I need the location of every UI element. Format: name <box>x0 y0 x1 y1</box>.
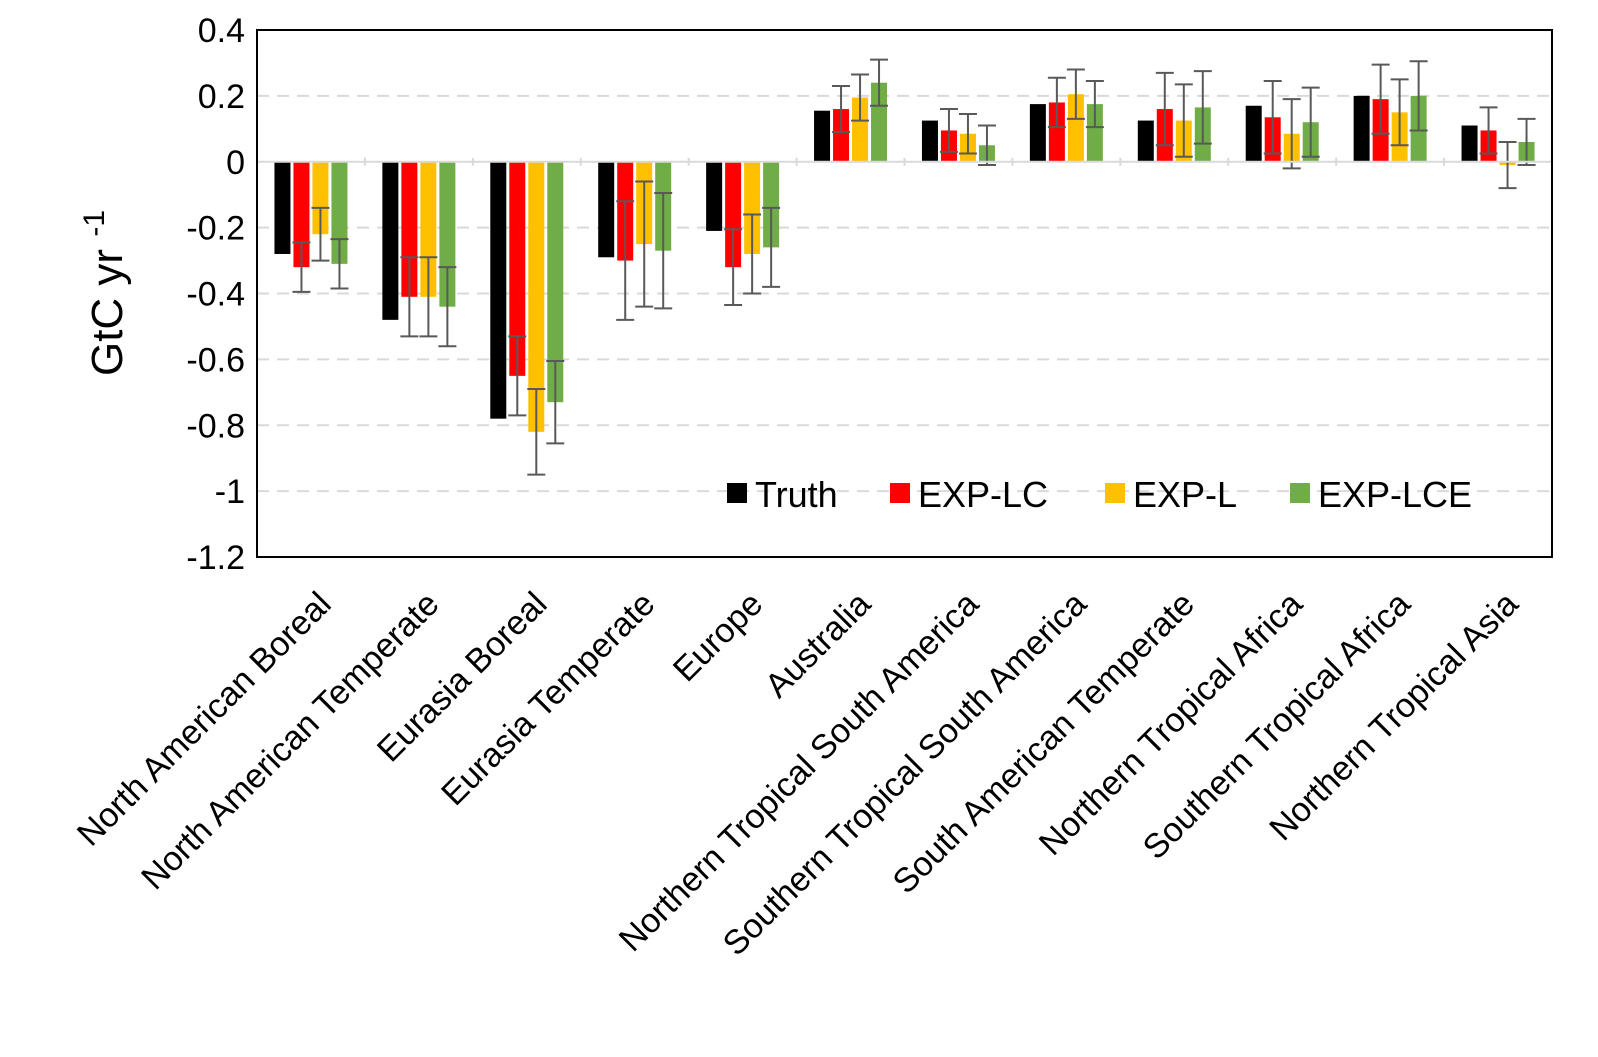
y-axis-label-superscript: -1 <box>78 210 111 237</box>
x-category-label: Eurasia Temperate <box>434 585 662 813</box>
bar-truth <box>274 161 291 254</box>
bar-truth <box>1353 95 1370 162</box>
y-tick-label: 0.2 <box>198 78 245 116</box>
legend: Truth EXP-LC EXP-L EXP-LCE <box>727 474 1472 515</box>
legend-label: EXP-LCE <box>1318 474 1472 515</box>
bar-truth <box>921 120 938 162</box>
y-tick-label: 0 <box>226 144 245 182</box>
legend-label: EXP-LC <box>918 474 1048 515</box>
legend-swatch <box>727 483 747 503</box>
bar-exp-lc <box>833 109 850 162</box>
plot-frame <box>256 29 1553 558</box>
bar-exp-lc <box>1048 102 1065 162</box>
bar-truth <box>814 110 831 162</box>
y-axis-label: GtC yr -1 <box>78 210 132 376</box>
bar-exp-lce <box>439 161 456 307</box>
legend-swatch <box>890 483 910 503</box>
y-tick-labels: 0.4 0.2 0 -0.2 -0.4 -0.6 -0.8 -1 -1.2 <box>186 12 245 577</box>
bar-exp-lce <box>547 161 564 403</box>
bar-exp-l <box>744 161 761 254</box>
y-tick-label: 0.4 <box>198 12 245 50</box>
bar-exp-l <box>852 97 869 162</box>
y-tick-label: -1.2 <box>186 539 245 577</box>
bar-truth <box>706 161 723 231</box>
axes <box>256 29 1553 558</box>
y-tick-label: -1 <box>215 473 245 511</box>
y-tick-label: -0.6 <box>186 341 245 379</box>
bar-truth <box>1137 120 1154 162</box>
bar-truth <box>1029 104 1046 162</box>
bar-exp-lce <box>763 161 780 248</box>
bar-truth <box>490 161 507 419</box>
error-bars <box>292 58 1536 476</box>
bar-exp-l <box>420 161 437 297</box>
bar-exp-lce <box>871 82 888 162</box>
bar-truth <box>1461 125 1478 162</box>
y-tick-label: -0.4 <box>186 276 245 314</box>
bar-exp-lc <box>401 161 418 297</box>
bar-exp-lc <box>293 161 310 268</box>
bar-exp-l <box>312 161 329 235</box>
y-tick-label: -0.2 <box>186 210 245 248</box>
bar-truth <box>1245 105 1262 162</box>
bar-exp-l <box>1067 94 1084 162</box>
bars <box>274 82 1535 432</box>
bar-truth <box>598 161 615 258</box>
bar-exp-lc <box>509 161 526 376</box>
legend-swatch <box>1290 483 1310 503</box>
y-axis-label-main: GtC yr <box>83 249 132 376</box>
legend-swatch <box>1105 483 1125 503</box>
x-category-label: Europe <box>666 585 770 689</box>
bar-exp-lc <box>725 161 742 268</box>
legend-label: Truth <box>755 474 838 515</box>
bar-exp-l <box>528 161 545 432</box>
legend-label: EXP-L <box>1133 474 1237 515</box>
bar-truth <box>382 161 399 320</box>
bar-exp-lce <box>1086 104 1103 162</box>
y-tick-label: -0.8 <box>186 407 245 445</box>
